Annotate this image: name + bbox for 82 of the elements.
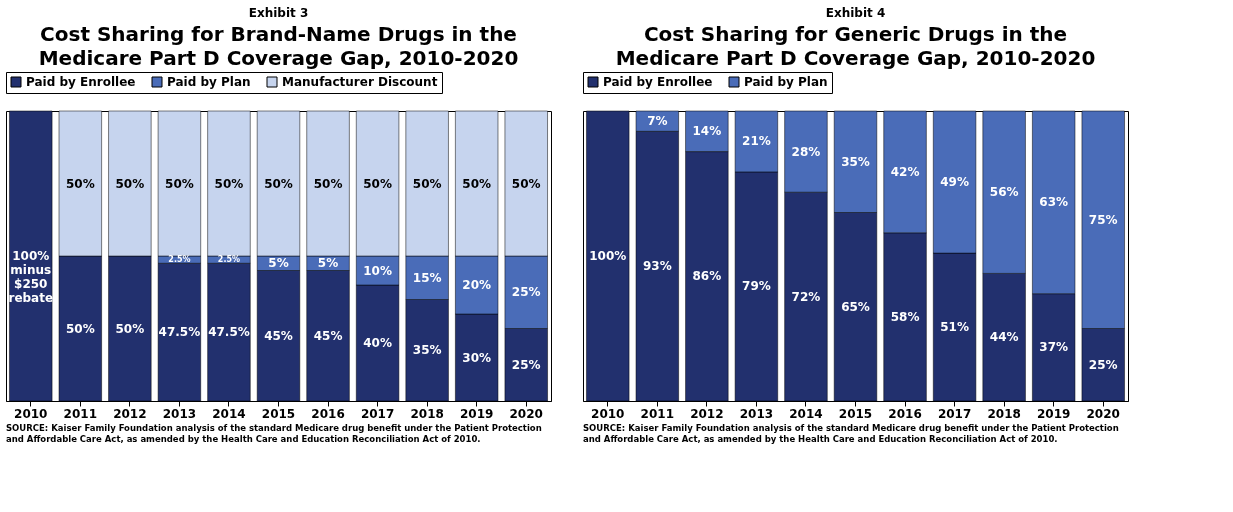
x-tick-label: 2019 <box>459 406 494 421</box>
data-label: 28% <box>791 144 821 159</box>
x-tick-label: 2015 <box>261 406 296 421</box>
data-label: 25% <box>1088 357 1118 372</box>
x-tick-label: 2017 <box>360 406 395 421</box>
legend-label: Paid by Plan <box>167 75 251 89</box>
data-label: 20% <box>462 278 492 292</box>
data-label: 2.5% <box>217 254 241 264</box>
data-label: 50% <box>511 176 541 191</box>
data-label: 15% <box>412 270 442 285</box>
data-label: 25% <box>511 285 541 300</box>
data-label: 51% <box>940 320 969 335</box>
x-tick-label: 2017 <box>937 406 972 421</box>
data-label: 7% <box>647 114 668 129</box>
source-note: SOURCE: Kaiser Family Foundation analysis of the standard Medicare drug benefit under the Patient Protection and Affordable Care Act, as amended by the Health Care and Education Reconciliation Act of 2010. <box>6 423 542 444</box>
x-tick-label: 2019 <box>1036 406 1071 421</box>
data-label: 42% <box>890 164 920 179</box>
x-tick-label: 2011 <box>63 406 98 421</box>
data-label: 56% <box>989 185 1019 200</box>
data-label: 40% <box>363 336 392 350</box>
data-label: 50% <box>65 321 95 336</box>
data-label: 50% <box>313 176 343 191</box>
x-tick-label: 2010 <box>591 406 625 421</box>
data-label: 44% <box>989 330 1019 345</box>
data-label: 21% <box>742 134 771 149</box>
data-label: 49% <box>940 175 969 190</box>
data-label: 35% <box>412 343 442 358</box>
x-tick-label: 2010 <box>14 406 48 421</box>
data-label: 47.5% <box>158 325 201 340</box>
data-label: 50% <box>165 176 194 191</box>
chart-subtitle: Exhibit 3 <box>248 6 309 20</box>
data-label: 50% <box>363 176 392 191</box>
data-label: 45% <box>313 328 343 343</box>
data-label: 30% <box>462 350 492 365</box>
chart-title: Cost Sharing for Brand-Name Drugs in the Medicare Part D Coverage Gap, 2010-2020 <box>38 22 519 70</box>
data-label: 25% <box>511 357 541 372</box>
data-label: 50% <box>115 321 145 336</box>
x-tick-label: 2016 <box>311 406 345 421</box>
data-label: 79% <box>742 279 771 294</box>
data-label: 47.5% <box>208 325 250 340</box>
data-label: 65% <box>841 299 870 314</box>
data-label: 14% <box>692 124 722 139</box>
data-label: 50% <box>115 176 145 191</box>
x-tick-label: 2013 <box>739 406 774 421</box>
legend-label: Paid by Enrollee <box>26 75 136 89</box>
data-label: 50% <box>412 176 442 191</box>
data-label: 5% <box>317 256 339 271</box>
x-tick-label: 2018 <box>987 406 1021 421</box>
x-tick-label: 2016 <box>888 406 922 421</box>
x-tick-label: 2014 <box>789 406 823 421</box>
chart-subtitle: Exhibit 4 <box>825 6 886 20</box>
data-label: 93% <box>642 259 672 274</box>
x-tick-label: 2018 <box>410 406 444 421</box>
x-tick-label: 2015 <box>838 406 873 421</box>
x-tick-label: 2011 <box>640 406 675 421</box>
data-label: 50% <box>462 176 492 191</box>
legend-label: Paid by Enrollee <box>603 75 713 89</box>
data-label: 45% <box>264 328 293 343</box>
data-label: 58% <box>890 309 920 324</box>
data-label: 75% <box>1088 212 1118 227</box>
x-tick-label: 2020 <box>1086 406 1120 421</box>
x-tick-label: 2013 <box>162 406 197 421</box>
x-tick-label: 2014 <box>212 406 246 421</box>
data-label: 72% <box>791 289 821 304</box>
data-label: 10% <box>363 263 392 278</box>
data-label: 5% <box>268 256 289 271</box>
data-label: 63% <box>1039 195 1069 210</box>
legend-label: Manufacturer Discount <box>282 75 438 89</box>
data-label: 2.5% <box>168 254 191 264</box>
legend-label: Paid by Plan <box>744 75 828 89</box>
source-note: SOURCE: Kaiser Family Foundation analysis of the standard Medicare drug benefit under the Patient Protection and Affordable Care Act, as amended by the Health Care and Education Reconciliation Act of 2010. <box>583 423 1119 444</box>
data-label: 100% <box>589 249 627 263</box>
data-label: 37% <box>1039 340 1069 355</box>
data-label: 86% <box>692 269 722 284</box>
data-label: 50% <box>264 176 293 191</box>
data-label: 50% <box>65 176 95 191</box>
x-tick-label: 2020 <box>509 406 543 421</box>
chart-title: Cost Sharing for Generic Drugs in the Medicare Part D Coverage Gap, 2010-2020 <box>615 22 1096 70</box>
x-tick-label: 2012 <box>690 406 724 421</box>
data-label: 50% <box>214 176 244 191</box>
x-tick-label: 2012 <box>113 406 147 421</box>
data-label: 35% <box>841 154 870 169</box>
